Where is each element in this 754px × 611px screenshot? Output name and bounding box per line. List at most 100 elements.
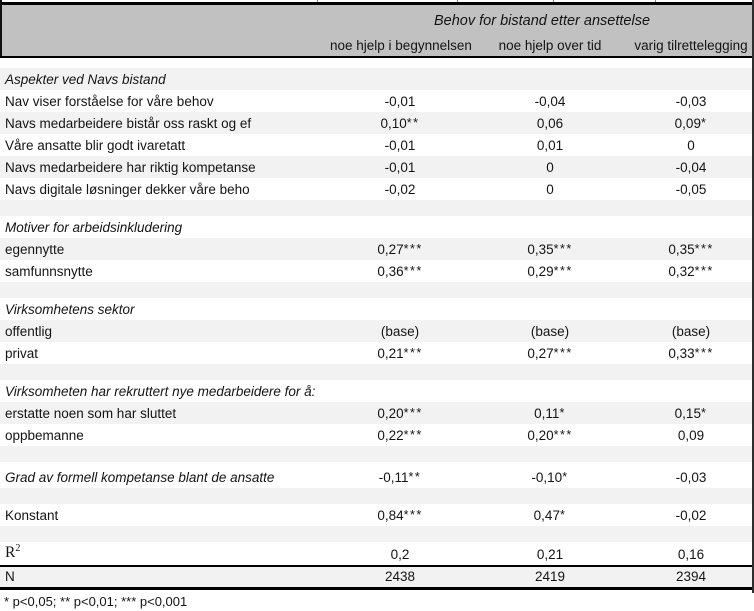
section-row: Aspekter ved Navs bistand	[0, 68, 754, 90]
significance-stars: *	[562, 470, 569, 484]
value-cell: 2394	[675, 569, 707, 584]
coefficient-value: 0,09	[674, 116, 701, 131]
table-title: Behov for bistand etter ansettelse	[433, 13, 651, 29]
value-cell: -0,04	[534, 94, 566, 109]
coefficient-value: 0,32	[668, 264, 695, 279]
coefficient-value: 0,84	[377, 508, 404, 523]
row-label: Konstant	[5, 508, 59, 523]
row-label: samfunnsnytte	[5, 264, 93, 279]
value-cell: 0,36***	[330, 264, 470, 282]
table-row: samfunnsnytte 0,36*** 0,29*** 0,32***	[0, 260, 754, 282]
row-label: erstatte noen som har sluttet	[5, 406, 177, 421]
spacer-row	[0, 282, 754, 298]
row-label: Aspekter ved Navs bistand	[5, 72, 166, 87]
value-cell: -0,04	[675, 160, 707, 175]
value-cell: 0,11*	[470, 406, 630, 424]
spacer-row	[0, 364, 754, 380]
value-cell: 0,15*	[630, 406, 752, 424]
significance-stars: ***	[403, 242, 423, 256]
spacer-row	[0, 200, 754, 216]
section-row: Virksomhetens sektor	[0, 298, 754, 320]
gridline-tick	[655, 0, 656, 2]
value-cell: 0,32***	[630, 264, 752, 282]
value-cell: 0,21	[536, 547, 564, 562]
value-cell: 0,21***	[330, 346, 470, 364]
significance-stars: **	[408, 470, 422, 484]
significance-stars: *	[700, 406, 708, 420]
column-header-3: varig tilrettelegging	[634, 38, 748, 53]
section-row: Virksomheten har rekruttert nye medarbei…	[0, 380, 754, 402]
significance-stars: *	[559, 508, 567, 522]
coefficient-value: -0,10	[531, 470, 563, 485]
table-row: offentlig (base) (base) (base)	[0, 320, 754, 342]
value-cell: 0,33***	[630, 346, 752, 364]
table-row: Navs digitale løsninger dekker våre beho…	[0, 178, 754, 200]
gridline-tick	[553, 0, 554, 2]
section-row: Motiver for arbeidsinkludering	[0, 216, 754, 238]
value-cell: 0,29***	[470, 264, 630, 282]
row-label: Motiver for arbeidsinkludering	[5, 220, 183, 235]
significance-stars: ***	[403, 264, 423, 278]
value-cell: 0,01	[536, 138, 564, 153]
coefficient-value: 0,27	[377, 242, 404, 257]
table-row: oppbemanne 0,22*** 0,20*** 0,09	[0, 424, 754, 446]
value-cell: -0,03	[675, 470, 707, 485]
significance-stars: ***	[553, 428, 573, 442]
table-row: Grad av formell kompetanse blant de ansa…	[0, 462, 754, 488]
row-label: Navs digitale løsninger dekker våre beho	[5, 182, 250, 197]
column-header-2: noe hjelp over tid	[498, 38, 602, 53]
table-row: privat 0,21*** 0,27*** 0,33***	[0, 342, 754, 364]
coefficient-value: 0,20	[377, 406, 404, 421]
table: Behov for bistand etter ansettelse noe h…	[0, 2, 754, 590]
spacer-row	[0, 446, 754, 462]
significance-stars: ***	[553, 346, 573, 360]
row-label: Våre ansatte blir godt ivaretatt	[5, 138, 186, 153]
value-cell: -0,01	[384, 160, 416, 175]
table-row: Konstant 0,84*** 0,47* -0,02	[0, 504, 754, 526]
table-header: Behov for bistand etter ansettelse noe h…	[0, 5, 754, 58]
coefficient-value: 0,20	[527, 428, 554, 443]
value-cell: 0,10**	[330, 116, 470, 134]
table-right-edge	[752, 0, 754, 593]
gridline-tick	[317, 0, 318, 2]
row-label: R2	[0, 542, 330, 565]
value-cell: 0,16	[677, 547, 705, 562]
value-cell: 0,35***	[470, 242, 630, 260]
coefficient-value: -0,11	[378, 470, 409, 485]
value-cell: 0,22***	[330, 428, 470, 446]
coefficient-value: 0,47	[533, 508, 560, 523]
significance-stars: ***	[403, 508, 423, 522]
value-cell: 0,06	[536, 116, 564, 131]
coefficient-value: 0,35	[668, 242, 695, 257]
row-label: Virksomheten har rekruttert nye medarbei…	[5, 384, 316, 399]
value-cell: 0,09*	[630, 116, 752, 134]
value-cell: 0,35***	[630, 242, 752, 260]
table-title-row: Behov for bistand etter ansettelse	[0, 5, 754, 32]
value-cell: -0,11**	[330, 470, 470, 488]
value-cell: -0,10*	[470, 470, 630, 488]
coefficient-value: 0,10	[380, 116, 407, 131]
table-row: egennytte 0,27*** 0,35*** 0,35***	[0, 238, 754, 260]
table-row: R2 0,2 0,21 0,16	[0, 542, 754, 565]
value-cell: -0,03	[675, 94, 707, 109]
coefficient-value: 0,35	[527, 242, 554, 257]
significance-stars: ***	[403, 406, 423, 420]
value-cell: 0,47*	[470, 508, 630, 526]
value-cell: -0,01	[384, 94, 416, 109]
table-row: Våre ansatte blir godt ivaretatt -0,01 0,0…	[0, 134, 754, 156]
value-cell: 0	[546, 182, 554, 197]
table-left-edge	[0, 0, 2, 56]
coefficient-value: 0,29	[527, 264, 554, 279]
row-label: Nav viser forståelse for våre behov	[5, 94, 214, 109]
row-label: privat	[5, 346, 39, 361]
value-cell: -0,01	[384, 138, 416, 153]
row-label: Navs medarbeidere bistår oss raskt og ef	[5, 116, 252, 131]
gridline-tick	[457, 0, 458, 2]
value-cell: -0,05	[675, 182, 707, 197]
row-label: offentlig	[5, 324, 53, 339]
significance-stars: ***	[403, 428, 423, 442]
column-header-1: noe hjelp i begynnelsen	[330, 38, 472, 53]
row-label-superscript: 2	[15, 542, 21, 554]
value-cell: 2419	[534, 569, 566, 584]
